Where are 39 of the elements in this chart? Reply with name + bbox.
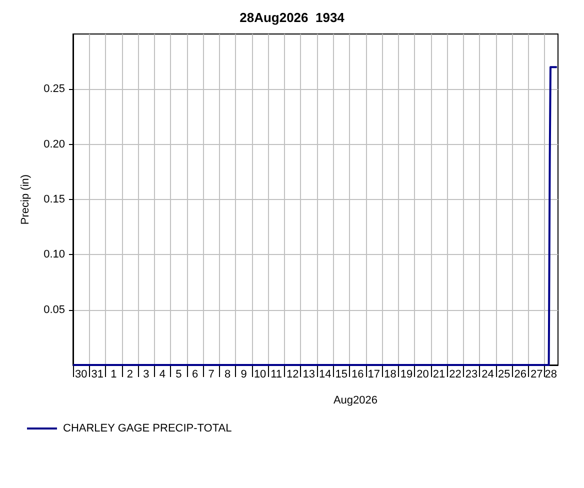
x-tick-label: 16	[352, 368, 364, 380]
y-tick-label: 0.25	[44, 83, 65, 96]
x-tick-label: 26	[514, 368, 526, 380]
legend-label: CHARLEY GAGE PRECIP-TOTAL	[63, 422, 232, 434]
x-tick-label: 9	[240, 368, 247, 380]
x-tick-label: 14	[319, 368, 332, 380]
x-tick-label: 3	[143, 368, 150, 380]
y-tick-label: 0.15	[44, 194, 65, 206]
x-tick-label: 17	[368, 368, 380, 380]
x-tick-label: 6	[192, 368, 198, 380]
x-tick-label: 5	[176, 368, 182, 380]
x-tick-label: 10	[254, 368, 266, 380]
x-tick-label: 13	[302, 368, 315, 380]
x-tick-label: 8	[224, 368, 231, 380]
x-tick-label: 27	[530, 368, 543, 380]
x-tick-label: 23	[465, 368, 478, 380]
y-tick-label: 0.10	[44, 248, 65, 261]
x-tick-label: 18	[384, 368, 396, 380]
x-tick-label: 12	[286, 368, 299, 380]
x-tick-label: 4	[159, 368, 166, 380]
x-tick-label: 7	[208, 368, 214, 380]
x-axis-title: Aug2026	[333, 394, 378, 406]
x-tick-label: 2	[126, 368, 133, 380]
x-tick-label: 22	[449, 368, 462, 380]
x-tick-label: 28	[544, 368, 557, 380]
y-axis-title: Precip (in)	[20, 174, 32, 225]
x-tick-label: 19	[400, 368, 413, 380]
x-tick-label: 11	[270, 368, 282, 380]
y-tick-label: 0.20	[44, 138, 65, 150]
x-tick-label: 30	[75, 368, 88, 380]
x-tick-label: 15	[335, 368, 348, 380]
x-tick-label: 21	[432, 368, 446, 380]
x-tick-label: 31	[91, 368, 104, 380]
x-tick-label: 25	[498, 368, 510, 380]
chart-title: 28Aug2026 1934	[240, 10, 346, 25]
x-tick-label: 24	[482, 368, 494, 380]
x-tick-label: 20	[416, 368, 429, 380]
y-tick-label: 0.05	[44, 304, 65, 316]
x-tick-label: 1	[110, 368, 117, 380]
